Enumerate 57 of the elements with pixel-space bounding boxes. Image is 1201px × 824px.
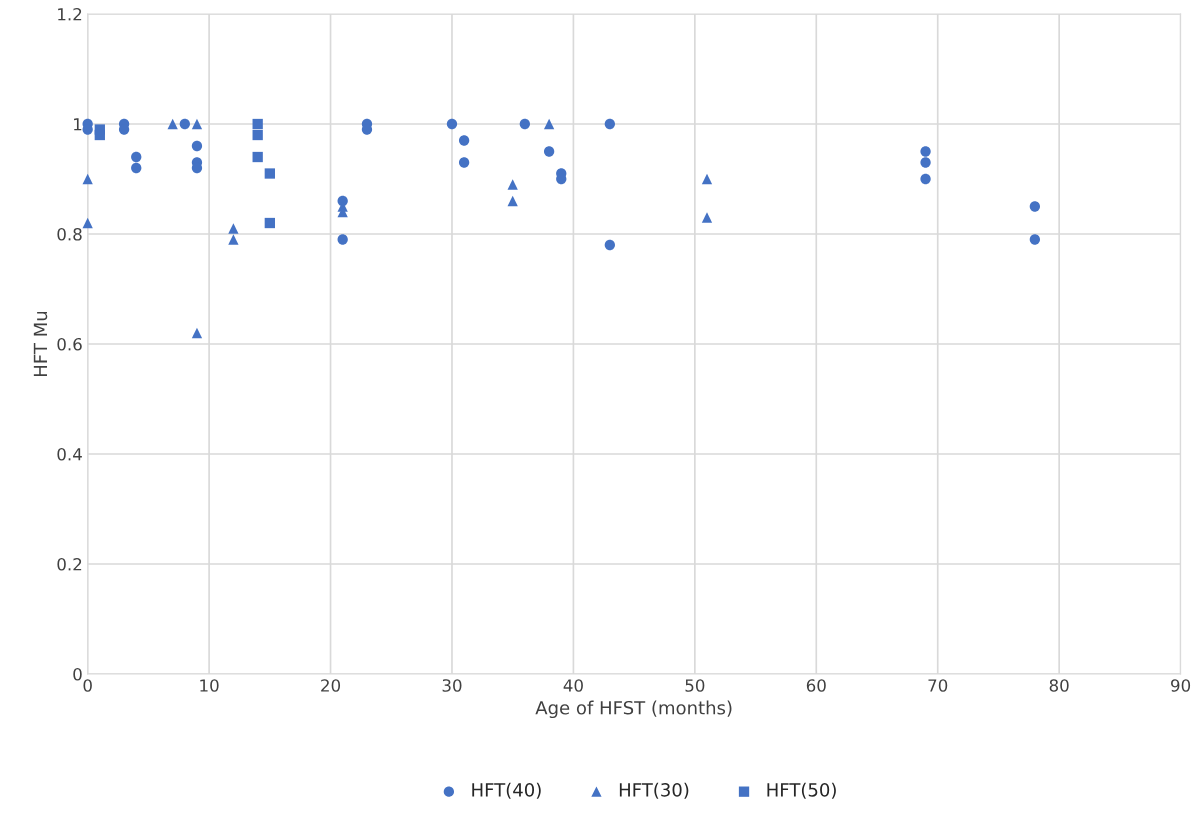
x-tick-label: 10 (200, 679, 219, 692)
point (264, 168, 275, 179)
x-tick-label: 90 (1171, 679, 1191, 692)
point (920, 157, 931, 168)
y-axis-title: HFT Mu (33, 311, 48, 376)
x-tick-label: 40 (563, 679, 583, 692)
point (337, 234, 348, 245)
x-tick-label: 50 (685, 679, 705, 692)
point (604, 239, 615, 251)
x-tick-label: 80 (1049, 679, 1069, 692)
point (252, 151, 263, 163)
point (920, 146, 931, 157)
point (507, 179, 518, 190)
y-tick-label: 1.2 (58, 7, 82, 21)
point (82, 217, 93, 229)
x-tick-label: 60 (806, 679, 826, 692)
y-tick-label: 0.8 (57, 227, 82, 241)
point (920, 173, 931, 185)
point (94, 129, 105, 141)
point (543, 118, 555, 130)
point (507, 195, 518, 207)
point (458, 135, 470, 146)
point (252, 129, 263, 141)
point (191, 327, 203, 339)
point (604, 118, 615, 130)
legend-label: HFT(40) (472, 782, 541, 799)
point (458, 157, 470, 168)
y-tick-label: 0.2 (57, 557, 82, 571)
x-tick-label: 70 (928, 679, 948, 692)
point (446, 118, 458, 130)
point (167, 118, 178, 130)
point (228, 223, 239, 234)
point (191, 140, 203, 152)
point (1029, 201, 1041, 212)
point (252, 118, 263, 130)
point (701, 173, 713, 185)
point (131, 162, 142, 174)
point (179, 118, 190, 130)
point (191, 118, 203, 130)
point (82, 173, 93, 185)
point (228, 234, 239, 245)
x-axis-title: Age of HFST (months) (535, 700, 732, 719)
legend-label: HFT(30) (619, 782, 689, 799)
x-tick-label: 0 (83, 679, 92, 692)
x-tick-label: 30 (442, 679, 462, 692)
point (519, 118, 530, 130)
y-tick-label: 0.6 (57, 337, 82, 351)
y-tick-label: 1 (74, 118, 82, 131)
point (1029, 234, 1041, 245)
point (264, 217, 275, 229)
y-tick-label: 0 (73, 667, 82, 681)
legend-label: HFT(50) (767, 782, 836, 799)
point (543, 146, 555, 157)
x-tick-label: 20 (321, 679, 341, 692)
point (701, 212, 713, 223)
point (131, 151, 142, 163)
y-tick-label: 0.4 (57, 447, 82, 461)
